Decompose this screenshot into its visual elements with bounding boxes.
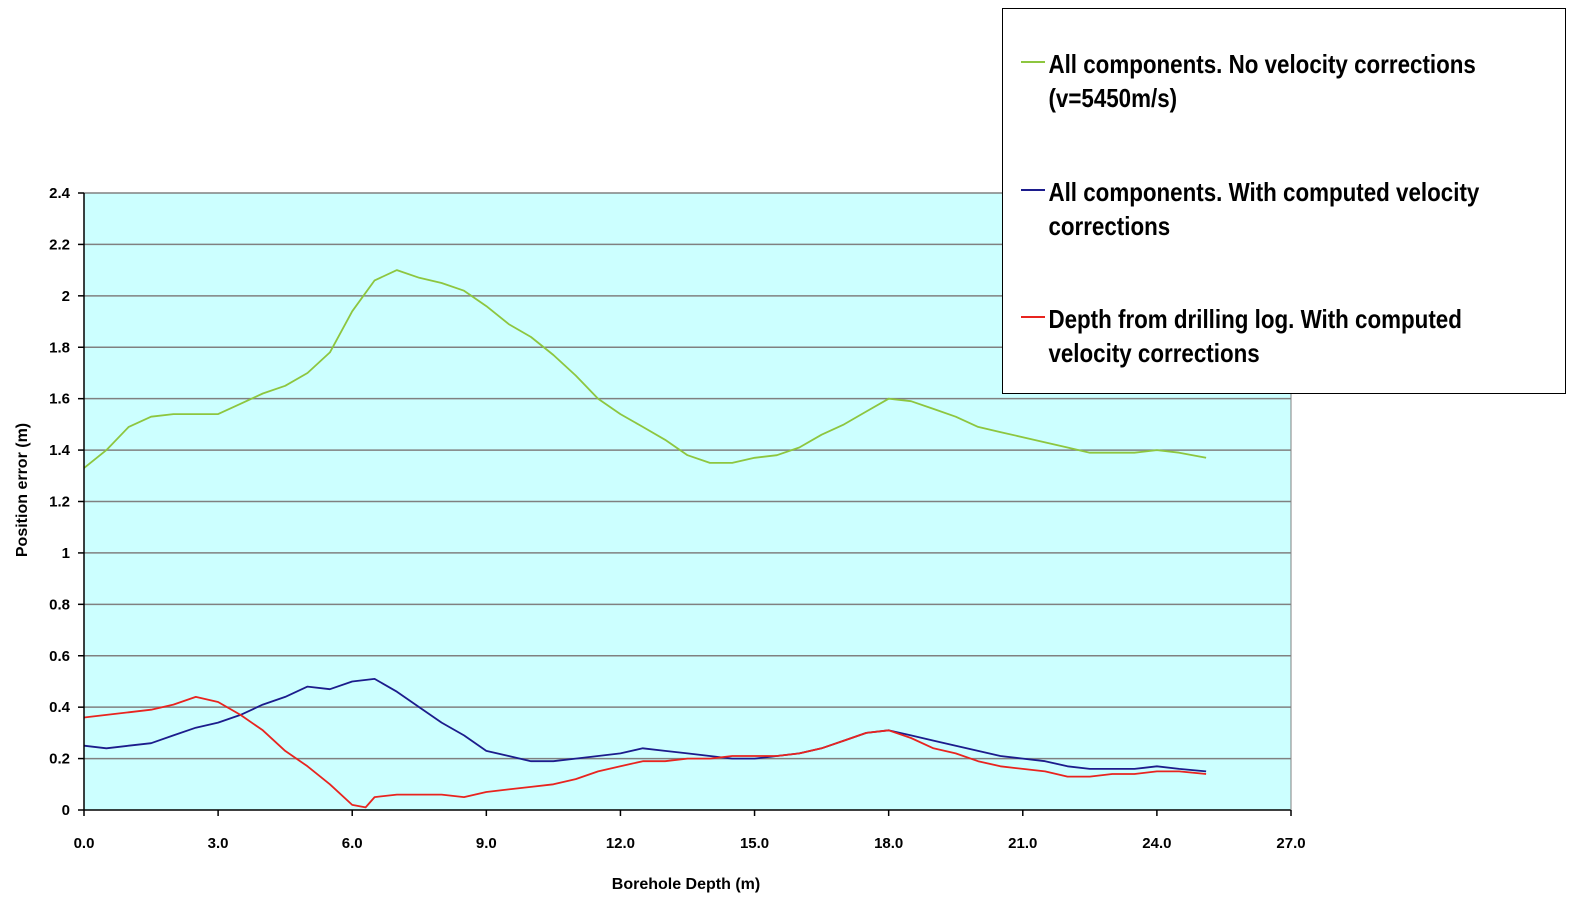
series-line-1 [83, 678, 1207, 773]
y-tick-label: 0.8 [49, 596, 70, 613]
legend-label-red: Depth from drilling log. With computed v… [1045, 302, 1480, 370]
x-tick-label: 15.0 [740, 835, 769, 852]
legend-item-red: Depth from drilling log. With computed v… [1021, 302, 1551, 370]
x-tick-label: 9.0 [476, 835, 497, 852]
series-line-0 [83, 269, 1207, 469]
legend-swatch-red [1021, 316, 1045, 318]
legend-swatch-green [1021, 61, 1045, 63]
y-tick-label: 0.2 [49, 751, 70, 768]
legend-label-blue: All components. With computed velocity c… [1045, 175, 1480, 243]
legend-label-blue-line1: All components. With computed velocity [1048, 177, 1480, 207]
y-tick-label: 1.4 [49, 442, 71, 459]
legend-item-blue: All components. With computed velocity c… [1021, 175, 1551, 243]
legend-label-blue-line2: corrections [1048, 211, 1171, 241]
y-tick-label: 1.2 [49, 494, 70, 511]
legend-label-green-line1: All components. No velocity corrections [1048, 49, 1476, 79]
y-tick-label: 0.6 [49, 648, 70, 665]
x-tick-label: 21.0 [1008, 835, 1037, 852]
y-tick-label: 1.8 [49, 339, 70, 356]
y-axis-ticks: 0 0.2 0.4 0.6 0.8 1 1.2 1.4 1.6 1.8 2 2.2 2.4 [49, 185, 84, 819]
x-tick-label: 24.0 [1142, 835, 1171, 852]
legend-label-green: All components. No velocity corrections … [1045, 47, 1480, 115]
x-tick-label: 12.0 [606, 835, 635, 852]
y-axis-title: Position error (m) [14, 423, 31, 557]
y-tick-label: 2.2 [49, 236, 70, 253]
y-tick-label: 0 [62, 802, 70, 819]
x-tick-label: 3.0 [208, 835, 229, 852]
legend-label-green-line2: (v=5450m/s) [1048, 83, 1178, 113]
series-line-2 [83, 696, 1207, 809]
y-tick-label: 1 [62, 545, 70, 562]
x-axis-ticks: 0.0 3.0 6.0 9.0 12.0 15.0 18.0 21.0 24.0 27.0 [74, 810, 1306, 852]
x-tick-label: 0.0 [74, 835, 95, 852]
y-tick-label: 1.6 [49, 391, 70, 408]
x-tick-label: 27.0 [1276, 835, 1305, 852]
legend-swatch-blue [1021, 189, 1045, 191]
y-tick-label: 0.4 [49, 699, 71, 716]
y-tick-label: 2 [62, 288, 70, 305]
legend-label-red-line2: velocity corrections [1048, 338, 1260, 368]
legend-label-red-line1: Depth from drilling log. With computed [1048, 304, 1462, 334]
x-axis-title: Borehole Depth (m) [612, 876, 760, 893]
legend-item-green: All components. No velocity corrections … [1021, 47, 1551, 115]
x-tick-label: 6.0 [342, 835, 363, 852]
y-tick-label: 2.4 [49, 185, 71, 202]
series-layer [83, 269, 1207, 809]
chart-legend: All components. No velocity corrections … [1002, 8, 1566, 394]
x-tick-label: 18.0 [874, 835, 903, 852]
